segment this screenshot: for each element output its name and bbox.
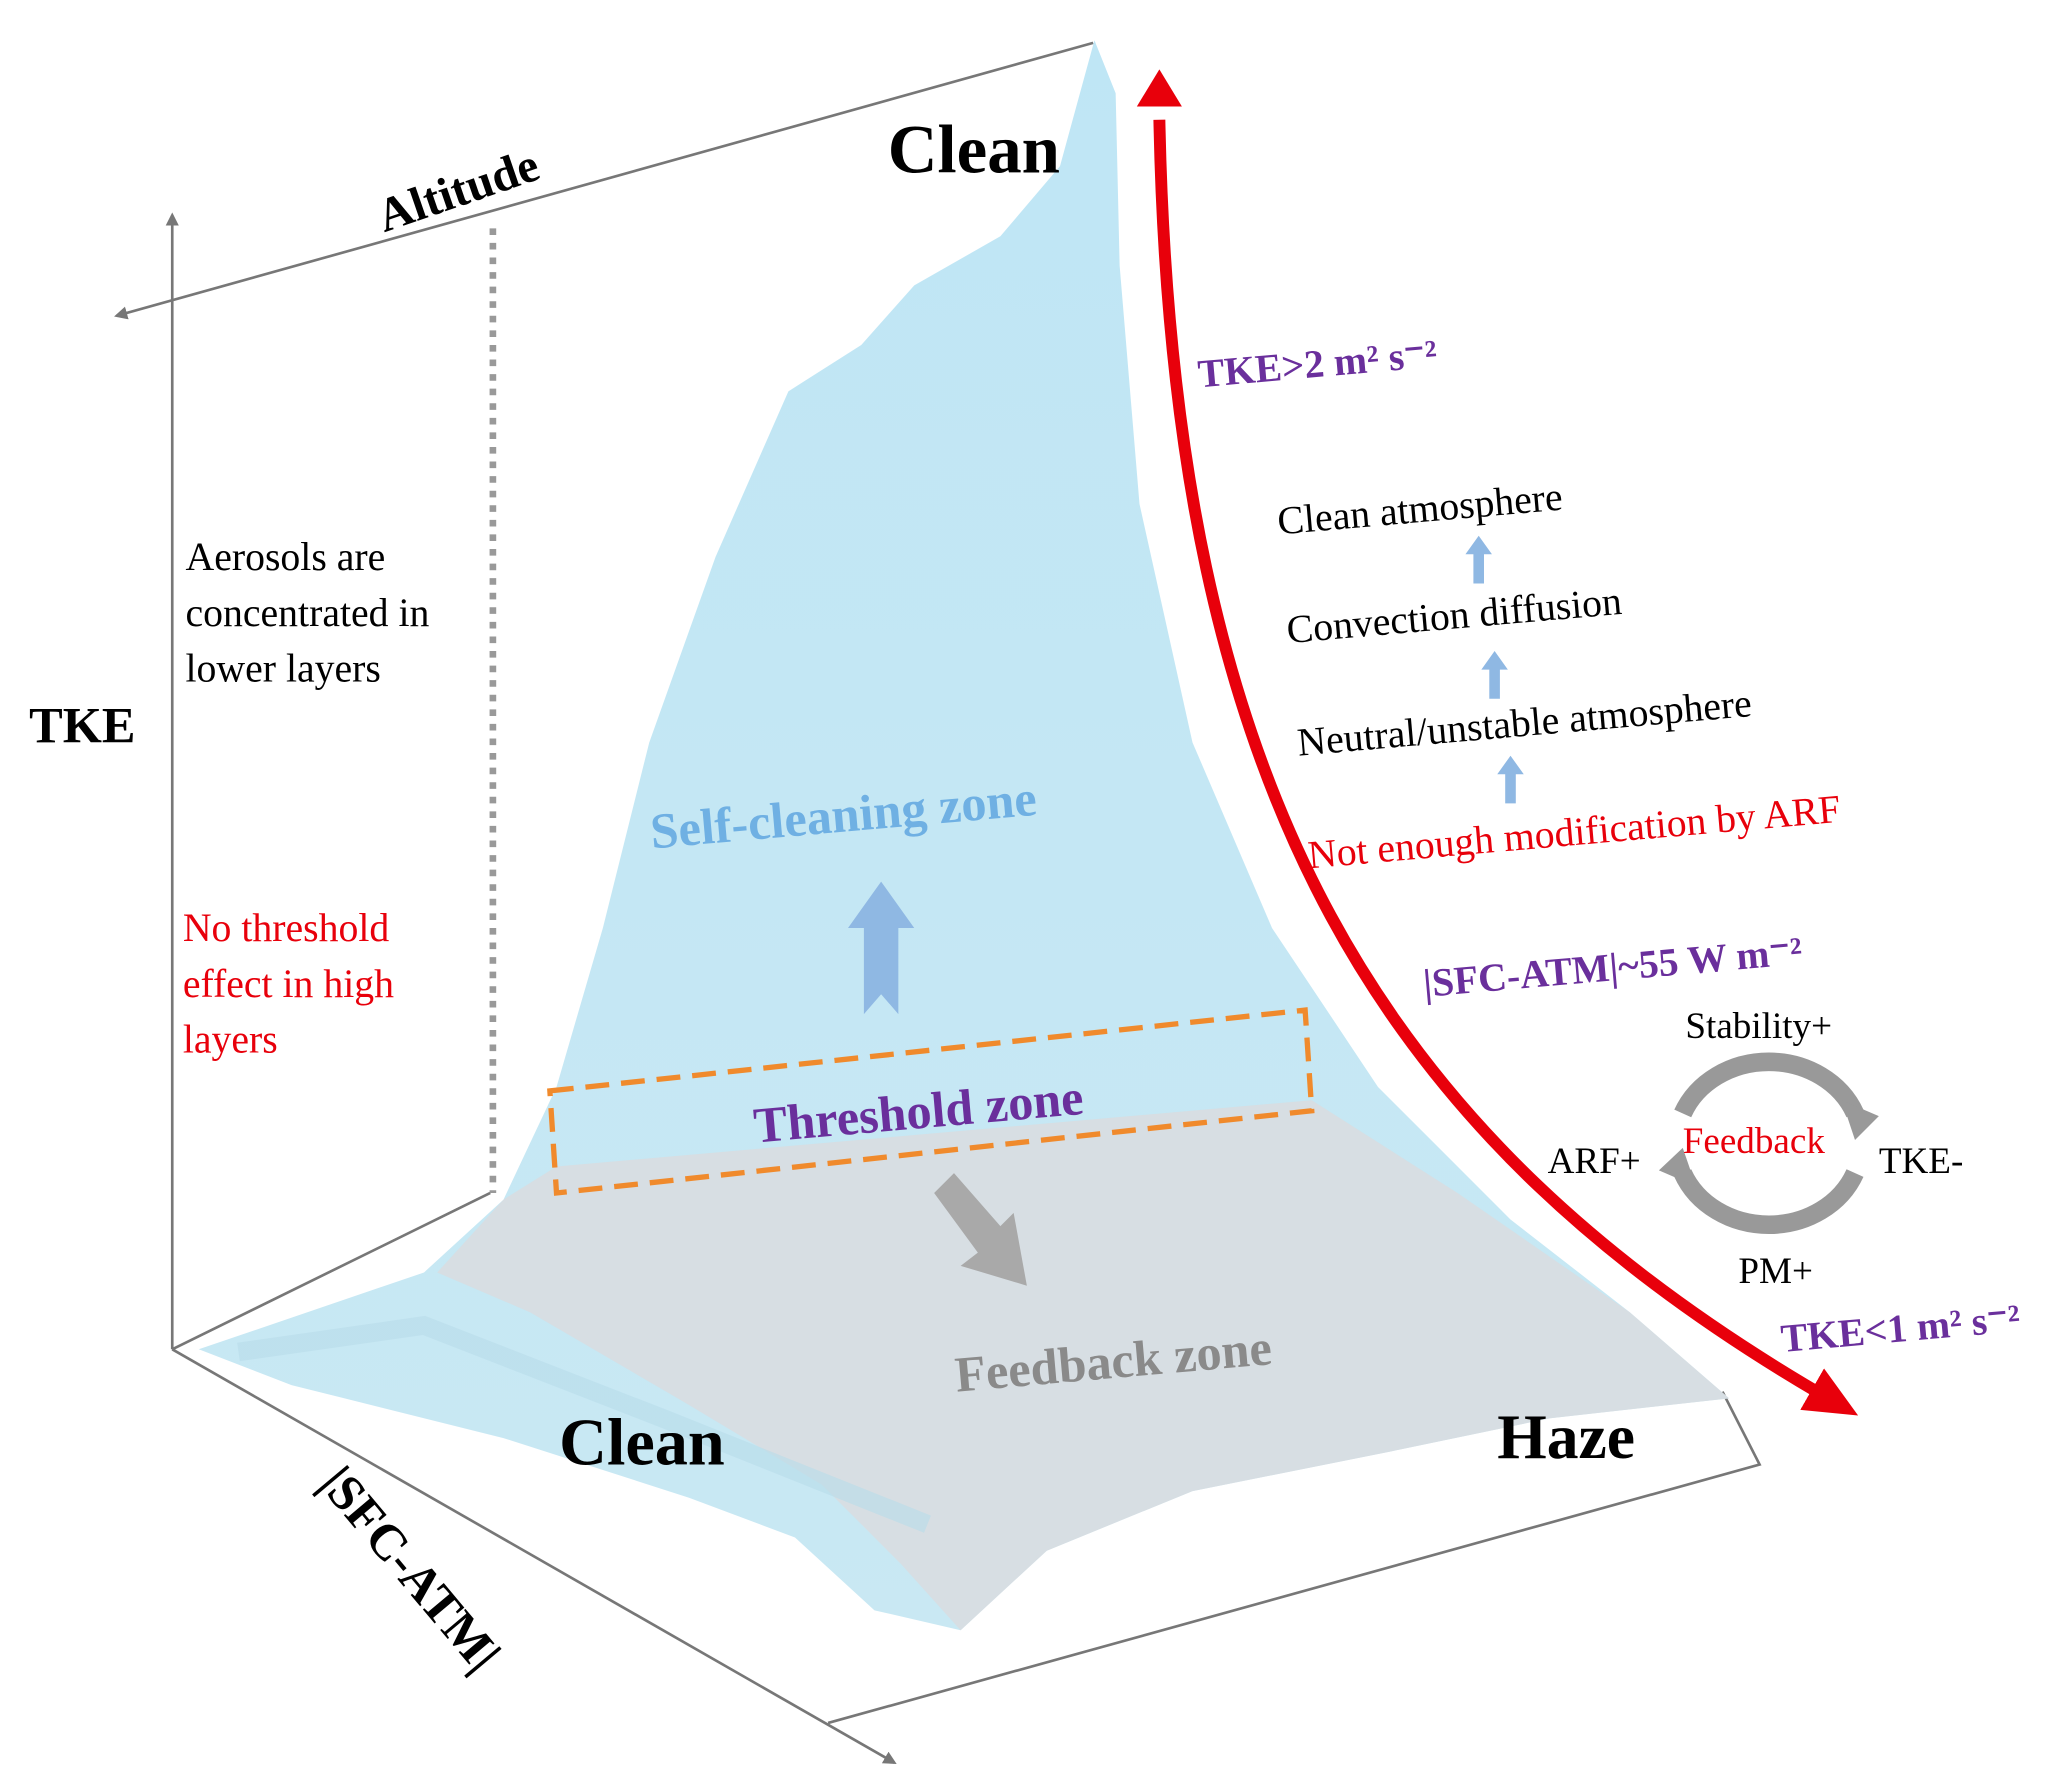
note: Aerosols are concentrated in lower layer…: [183, 535, 430, 1061]
note-line: effect in high: [183, 962, 394, 1006]
threshold-label: TKE<1 m² s⁻²: [1779, 1296, 2022, 1361]
threshold-box: [547, 1007, 1315, 1196]
feedback-cycle: [1674, 1052, 1864, 1235]
process: Clean atmosphere Convection diffusion Ne…: [1276, 475, 1843, 878]
loop-label: Stability+: [1685, 1006, 1832, 1047]
loop-label: PM+: [1738, 1251, 1813, 1292]
x-axis-label: |SFC-ATM|: [310, 1456, 512, 1682]
note-line: concentrated in: [185, 591, 429, 635]
trend-arrow-head: [1136, 69, 1182, 107]
threshold-label: |SFC-ATM|~55 W m⁻²: [1421, 929, 1804, 1006]
surface-shade: [237, 1315, 931, 1533]
region-label: Clean: [559, 1407, 725, 1480]
axes: [114, 41, 1762, 1765]
depth-axis-label: Altitude: [371, 138, 546, 242]
loop-label: TKE-: [1879, 1141, 1963, 1182]
note-line: Aerosols are: [185, 535, 385, 579]
threshold-label: TKE>2 m² s⁻²: [1196, 332, 1439, 397]
feedback-loop: Stability+ TKE- PM+ ARF+ Feedback: [1548, 1006, 1964, 1292]
loop-center: Feedback: [1683, 1121, 1826, 1162]
down-arrow: [934, 1173, 1027, 1286]
process-step: Not enough modification by ARF: [1306, 787, 1842, 877]
note-line: No threshold: [183, 906, 390, 950]
process-step: Convection diffusion: [1285, 579, 1624, 652]
trend-arrow: [1153, 119, 1859, 1416]
region-label: Haze: [1497, 1401, 1635, 1472]
process-arrows: [1465, 535, 1524, 804]
note-line: lower layers: [185, 647, 380, 691]
process-step: Clean atmosphere: [1276, 475, 1565, 544]
feedback-surface: [437, 1100, 1730, 1631]
cycle-head: [1658, 1147, 1696, 1187]
cycle-head: [1841, 1100, 1879, 1140]
process-step: Neutral/unstable atmosphere: [1295, 681, 1753, 765]
region-label: Clean: [888, 112, 1060, 188]
loop-label: ARF+: [1548, 1141, 1641, 1182]
note-line: layers: [183, 1018, 278, 1062]
up-arrow: [848, 881, 915, 1015]
y-axis-label: TKE: [29, 697, 135, 753]
